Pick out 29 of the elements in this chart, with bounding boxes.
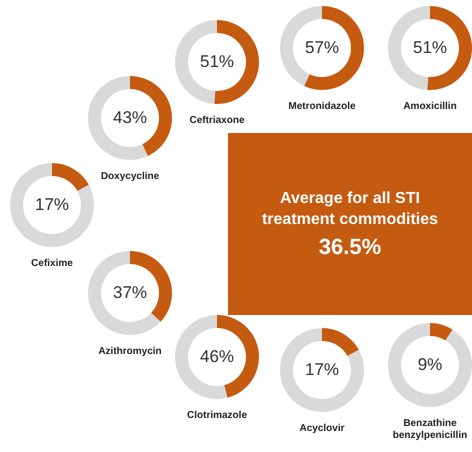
donut-slice	[322, 328, 359, 356]
data-label: 17%	[304, 360, 340, 379]
text: Amoxicillin	[403, 101, 457, 112]
data-label: 46%	[200, 347, 234, 366]
donut-slice	[304, 6, 364, 90]
text: 36.5%	[318, 234, 382, 260]
data-label: 17%	[34, 195, 70, 214]
data-label: 51%	[200, 52, 234, 71]
donut-slice	[280, 328, 364, 412]
donut-slice	[430, 323, 453, 341]
text: Cefixime	[31, 258, 74, 269]
text: Metronidazole	[288, 101, 356, 112]
text: Clotrimazole	[186, 410, 248, 421]
text: Azithromycin	[98, 346, 162, 357]
data-label: 51%	[412, 38, 448, 57]
donut-slice	[88, 251, 161, 335]
donut-slice	[52, 163, 89, 192]
text: Acyclovir	[299, 423, 345, 434]
data-label: 9%	[418, 355, 442, 374]
text: Benzathine benzylpenicillin	[392, 418, 468, 441]
donut-slice	[88, 76, 148, 160]
data-label: 43%	[112, 108, 148, 127]
donut-slice	[10, 163, 94, 247]
text: Average for all STI treatment commodities	[260, 189, 440, 230]
data-label: 57%	[304, 38, 340, 57]
data-label: 37%	[112, 283, 148, 302]
donut-slice	[388, 323, 472, 407]
text: Doxycycline	[100, 171, 160, 182]
text: Ceftriaxone	[189, 115, 245, 126]
